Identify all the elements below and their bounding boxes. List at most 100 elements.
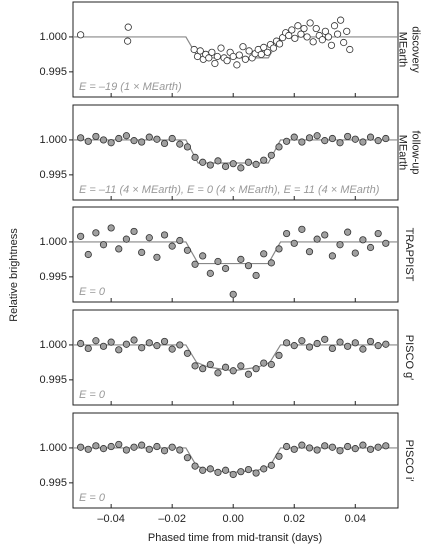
data-point — [321, 231, 329, 239]
panel-annotation: E = 0 — [79, 389, 106, 401]
panel-label: TRAPPIST — [403, 228, 415, 282]
data-point — [77, 443, 85, 451]
data-point — [344, 342, 352, 350]
data-point — [336, 241, 344, 249]
data-point — [99, 241, 108, 249]
data-point — [305, 248, 314, 256]
data-point — [115, 245, 123, 253]
data-point — [122, 235, 131, 243]
data-point — [267, 151, 275, 159]
data-point — [359, 345, 367, 353]
data-point — [283, 442, 291, 451]
data-point — [267, 360, 275, 369]
data-point — [337, 16, 345, 24]
data-point — [214, 369, 222, 377]
data-point — [366, 243, 375, 252]
y-tick-label: 0.995 — [39, 271, 67, 283]
data-point — [122, 340, 131, 348]
x-tick-label: 0.00 — [223, 513, 244, 525]
panel-frame — [72, 309, 399, 406]
data-point — [321, 27, 329, 35]
data-point — [153, 442, 161, 451]
data-point — [233, 61, 241, 69]
data-point — [244, 370, 253, 378]
panel-label: PISCO i′ — [403, 440, 415, 482]
data-point — [206, 161, 214, 169]
data-point — [237, 468, 245, 476]
data-point — [107, 139, 115, 147]
x-tick-label: 0.04 — [345, 513, 366, 525]
data-point — [344, 442, 352, 451]
panel-frame — [72, 412, 399, 509]
data-point — [237, 362, 245, 370]
data-point — [229, 160, 237, 168]
data-point — [77, 232, 85, 240]
data-point — [313, 446, 321, 454]
data-point — [183, 454, 192, 462]
data-point — [168, 242, 176, 250]
data-point — [77, 31, 85, 39]
data-point — [321, 137, 329, 145]
data-point — [344, 228, 352, 236]
data-point — [344, 132, 352, 141]
data-point — [107, 442, 115, 451]
data-point — [145, 234, 153, 242]
data-point — [328, 134, 336, 143]
data-point — [237, 255, 245, 263]
y-tick-label: 1.000 — [39, 134, 67, 146]
data-point — [206, 269, 214, 277]
data-point — [229, 367, 237, 375]
data-point — [138, 441, 146, 449]
data-point — [245, 47, 253, 55]
data-point — [92, 132, 100, 141]
data-point — [214, 468, 222, 476]
data-point — [196, 47, 204, 55]
data-point — [285, 31, 293, 40]
data-point — [382, 239, 390, 247]
data-point — [260, 465, 268, 473]
data-point — [290, 133, 298, 141]
data-point — [153, 253, 161, 261]
data-point — [313, 132, 321, 140]
data-point — [275, 351, 283, 360]
data-point — [298, 225, 306, 233]
data-point — [221, 264, 230, 273]
data-point — [160, 231, 169, 239]
data-point — [252, 160, 260, 168]
y-tick-label: 0.995 — [39, 477, 67, 489]
y-tick-label: 1.000 — [39, 236, 67, 248]
data-point — [229, 470, 237, 479]
data-point — [191, 362, 199, 370]
data-point — [275, 452, 283, 460]
data-point — [191, 462, 199, 470]
data-point — [291, 34, 299, 42]
data-point — [92, 442, 100, 450]
data-point — [260, 43, 268, 52]
model-line — [73, 139, 398, 164]
data-point — [115, 134, 123, 143]
data-point — [298, 337, 306, 345]
data-point — [183, 143, 192, 151]
data-point — [221, 363, 230, 371]
data-point — [382, 340, 390, 348]
data-point — [275, 40, 284, 48]
data-point — [343, 27, 351, 35]
data-point — [99, 136, 108, 144]
data-point — [122, 446, 131, 454]
data-point — [145, 133, 153, 141]
data-point — [214, 257, 222, 266]
data-point — [160, 139, 169, 148]
data-point — [153, 135, 161, 143]
data-point — [84, 445, 92, 453]
data-point — [382, 442, 390, 450]
data-point — [176, 446, 184, 454]
data-point — [313, 235, 321, 243]
data-point — [176, 140, 184, 148]
data-point — [321, 442, 329, 450]
data-point — [330, 22, 339, 30]
data-point — [122, 132, 131, 140]
data-point — [160, 337, 169, 346]
data-point — [138, 138, 146, 146]
data-point — [333, 30, 342, 38]
data-point — [244, 262, 253, 270]
